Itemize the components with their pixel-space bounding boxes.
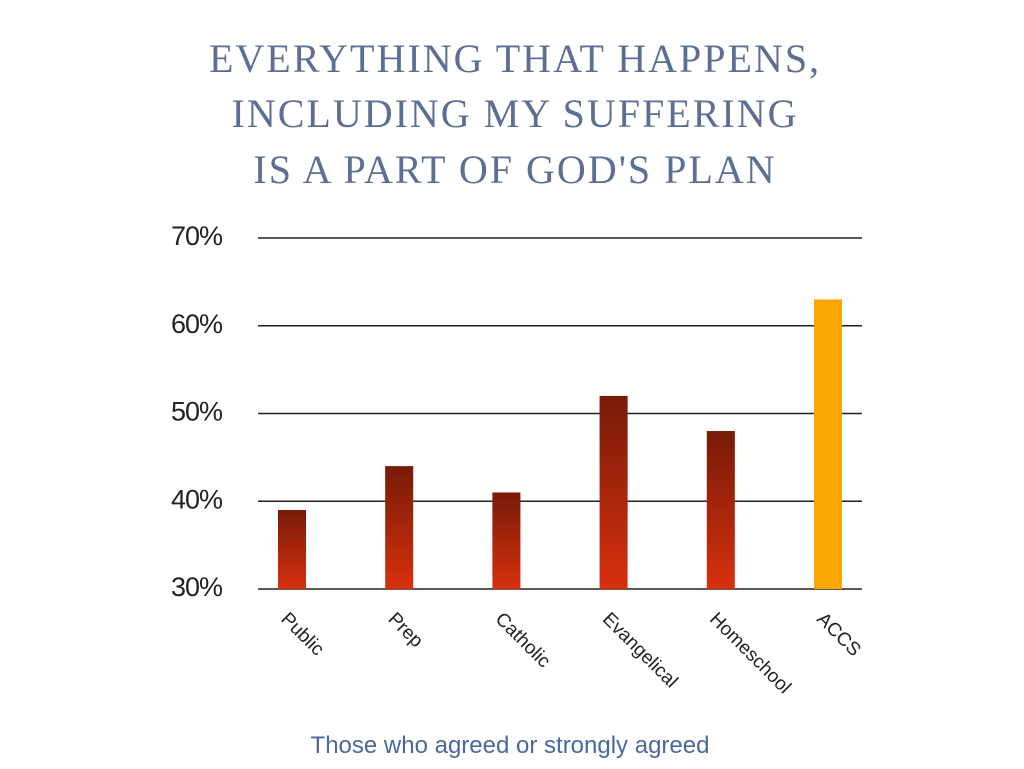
y-tick-label: 70% [171,221,223,251]
x-tick-label: Catholic [491,609,554,672]
chart-title-line: INCLUDING MY SUFFERING [232,91,799,136]
bar [814,299,842,589]
x-tick-label: ACCS [812,609,864,661]
chart-title-line: IS A PART OF GOD'S PLAN [253,147,776,192]
caption: Those who agreed or strongly agreed [311,732,710,759]
x-tick-label: Public [276,609,327,660]
chart-title-line: EVERYTHING THAT HAPPENS, [209,36,821,81]
y-tick-label: 50% [171,397,223,427]
y-tick-label: 30% [171,572,223,602]
y-tick-label: 60% [171,309,223,339]
bar [599,395,628,589]
bar [278,510,306,589]
y-tick-label: 40% [171,484,223,514]
bar [492,492,521,589]
x-tick-label: Homeschool [705,609,795,699]
x-tick-label: Evangelical [598,609,682,693]
x-tick-label: Prep [384,609,427,652]
bar [385,466,414,589]
bar [706,431,735,589]
